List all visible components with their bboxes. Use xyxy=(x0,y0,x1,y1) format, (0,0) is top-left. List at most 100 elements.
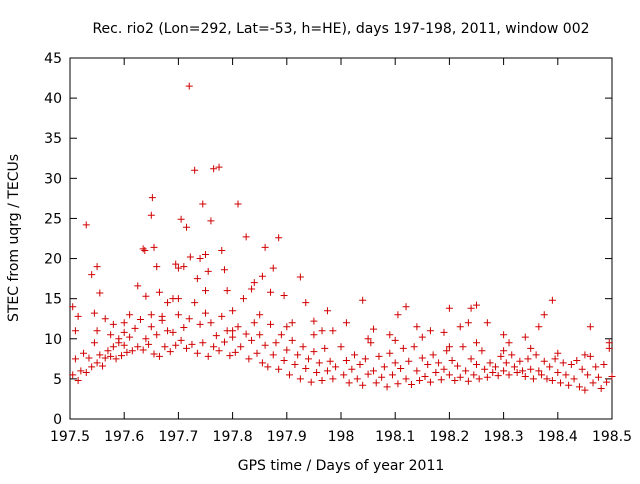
data-point xyxy=(109,320,117,328)
data-point xyxy=(191,299,199,307)
data-point xyxy=(286,371,294,379)
data-point xyxy=(126,311,134,319)
data-point xyxy=(554,349,562,357)
data-point xyxy=(521,372,529,380)
data-point xyxy=(90,339,98,347)
data-point xyxy=(136,316,144,324)
data-point xyxy=(562,371,570,379)
data-point xyxy=(256,331,264,339)
data-point xyxy=(153,331,161,339)
data-point xyxy=(267,320,275,328)
data-point xyxy=(426,378,434,386)
data-point xyxy=(557,379,565,387)
data-point xyxy=(364,370,372,378)
data-point xyxy=(581,386,589,394)
data-point xyxy=(554,368,562,376)
data-point xyxy=(150,350,158,358)
data-point xyxy=(543,375,551,383)
data-point xyxy=(584,371,592,379)
data-point xyxy=(123,348,131,356)
data-point xyxy=(565,381,573,389)
data-point xyxy=(527,365,535,373)
data-point xyxy=(183,223,191,231)
x-tick-label: 198.2 xyxy=(429,429,469,445)
data-point xyxy=(150,243,158,251)
data-point xyxy=(158,316,166,324)
data-point xyxy=(481,365,489,373)
data-point xyxy=(164,327,172,335)
data-point xyxy=(202,309,209,317)
data-point xyxy=(467,304,475,312)
data-point xyxy=(386,349,394,357)
data-point xyxy=(71,355,79,363)
data-point xyxy=(535,323,543,331)
data-point xyxy=(483,319,491,327)
x-tick-label: 197.5 xyxy=(50,429,90,445)
data-point xyxy=(277,331,285,339)
data-point xyxy=(329,327,337,335)
data-point xyxy=(188,340,196,348)
data-point xyxy=(548,296,556,304)
data-point xyxy=(218,247,226,255)
y-tick-label: 35 xyxy=(44,131,62,147)
y-tick-label: 30 xyxy=(44,171,62,187)
data-point xyxy=(193,349,201,357)
data-point xyxy=(435,359,443,367)
data-point xyxy=(220,266,228,274)
data-point xyxy=(337,343,345,351)
data-point xyxy=(269,264,277,272)
data-point xyxy=(456,323,464,331)
data-point xyxy=(237,343,245,351)
data-point xyxy=(364,335,372,343)
data-point xyxy=(535,367,543,375)
data-point xyxy=(575,383,583,391)
data-point xyxy=(101,354,109,362)
data-point xyxy=(323,307,331,315)
data-point xyxy=(215,163,223,171)
data-point xyxy=(489,368,497,376)
data-point xyxy=(147,311,155,319)
data-point xyxy=(473,301,480,309)
data-point xyxy=(302,299,310,307)
data-point xyxy=(180,263,188,271)
data-point xyxy=(288,319,296,327)
data-point xyxy=(521,333,529,341)
data-point xyxy=(440,328,448,336)
data-point xyxy=(142,335,150,343)
data-point xyxy=(275,234,283,242)
data-point xyxy=(153,263,161,271)
y-tick-label: 10 xyxy=(44,332,62,348)
data-point xyxy=(120,319,128,327)
data-point xyxy=(261,341,269,349)
data-point xyxy=(177,336,185,344)
data-point xyxy=(80,349,88,357)
data-point xyxy=(505,371,513,379)
data-point xyxy=(88,363,96,371)
data-point xyxy=(117,352,125,360)
data-point xyxy=(202,251,209,259)
data-point xyxy=(407,381,415,389)
data-point xyxy=(473,339,480,347)
data-point xyxy=(207,319,215,327)
data-point xyxy=(269,351,277,359)
data-point xyxy=(207,217,215,225)
data-point xyxy=(597,385,605,393)
data-point xyxy=(342,319,350,327)
data-point xyxy=(586,352,594,360)
data-point xyxy=(405,357,413,365)
data-point xyxy=(280,291,288,299)
y-tick-label: 25 xyxy=(44,211,62,227)
data-point xyxy=(494,372,502,380)
data-point xyxy=(186,253,194,261)
data-point xyxy=(451,376,459,384)
data-point xyxy=(169,328,177,336)
data-point xyxy=(388,371,396,379)
data-point xyxy=(500,331,508,339)
data-point xyxy=(96,351,104,359)
data-point xyxy=(245,355,253,363)
data-point xyxy=(467,355,475,363)
data-point xyxy=(229,333,237,341)
y-tick-label: 5 xyxy=(53,372,62,388)
data-point xyxy=(185,82,193,90)
